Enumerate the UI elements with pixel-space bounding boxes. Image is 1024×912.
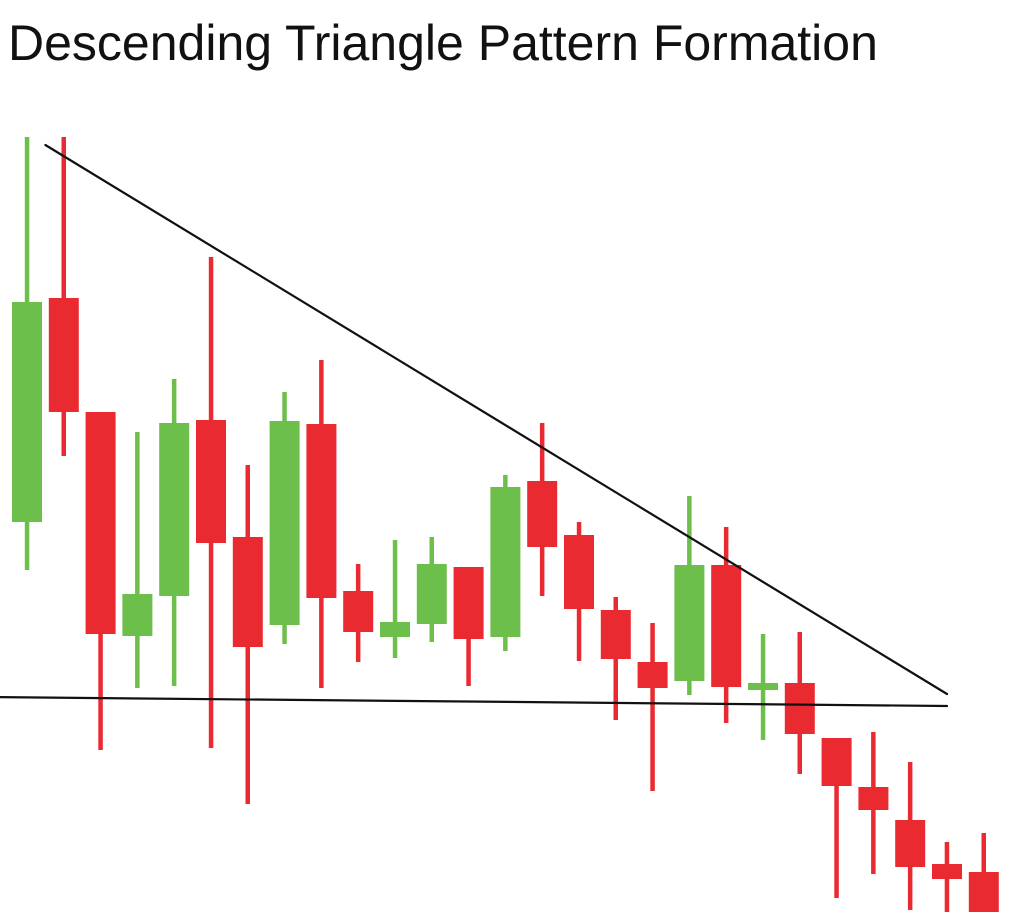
candle-body-up (416, 564, 447, 624)
candle-body-down (527, 481, 558, 547)
candle-body-down (453, 567, 484, 639)
candle-body-down (196, 420, 226, 543)
candles-layer (12, 137, 999, 912)
candle-body-up (12, 302, 42, 522)
candle-wick (834, 738, 839, 898)
candle-body-down (711, 565, 742, 687)
candle-body-up (122, 594, 153, 636)
candle-body-up (748, 683, 778, 690)
candle-body-down (968, 872, 999, 912)
candle-body-down (637, 662, 668, 688)
candle-body-down (895, 820, 926, 867)
candle-body-down (564, 535, 594, 609)
candle-body-down (232, 537, 263, 647)
candle-body-down (821, 738, 852, 786)
candle-body-up (674, 565, 705, 681)
trendlines-layer (0, 143, 949, 708)
candle-body-up (159, 423, 190, 596)
candle-body-up (490, 487, 521, 637)
candle-wick (650, 623, 655, 791)
candle-wick (392, 540, 398, 658)
candle-body-down (600, 610, 631, 659)
candle-body-down (48, 298, 79, 412)
candle-wick (61, 137, 66, 456)
descending-resistance-line (44, 143, 949, 696)
chart-title: Descending Triangle Pattern Formation (8, 15, 878, 71)
candle-body-down (858, 787, 889, 810)
candle-wick (135, 432, 140, 688)
candle-body-down (306, 424, 337, 598)
candle-body-up (380, 622, 410, 637)
candle-body-down (343, 591, 374, 632)
candle-body-down (932, 864, 962, 879)
candle-body-up (269, 421, 300, 625)
candle-body-down (85, 412, 116, 634)
horizontal-support-line (0, 696, 949, 708)
candle-body-down (784, 683, 815, 734)
